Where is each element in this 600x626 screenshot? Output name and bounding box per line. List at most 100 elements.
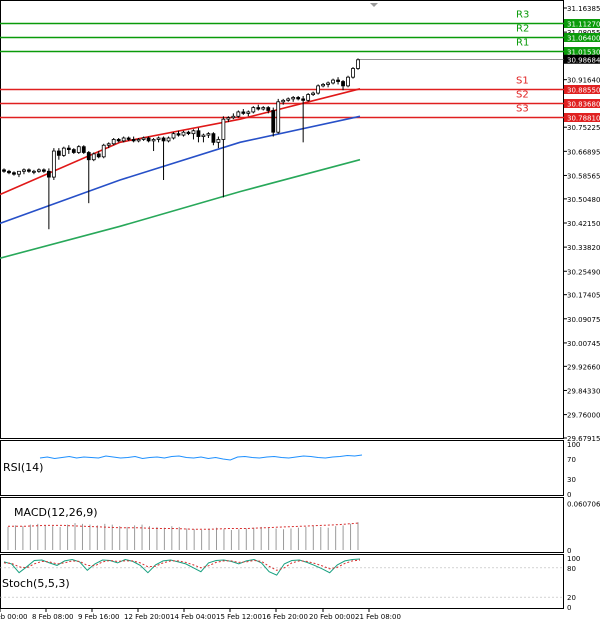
candle-body — [166, 137, 171, 142]
candle-body — [116, 139, 121, 142]
macd-plot — [7, 522, 359, 550]
current-price-tag — [564, 54, 600, 64]
level-value-r3: 31.11270 — [567, 21, 600, 29]
candle-body — [241, 111, 246, 114]
level-name-s2: S2 — [516, 90, 529, 101]
level-name-s3: S3 — [516, 104, 529, 115]
candle-body — [86, 152, 91, 161]
stoch-y-axis: 100 80 20 0 — [567, 555, 580, 612]
moving-average-line — [0, 158, 361, 259]
candle-body — [156, 137, 161, 140]
candle-body — [76, 146, 81, 153]
y-tick-label: 29.76000 — [567, 412, 600, 420]
macd-title: MACD(12,26,9) — [14, 506, 98, 519]
stoch-main-line — [3, 558, 361, 576]
candle-body — [226, 117, 231, 120]
x-tick-label: 21 Feb 08:00 — [355, 613, 401, 621]
rsi-line-path — [39, 454, 363, 461]
rsi-y-axis: 100 70 30 0 — [567, 441, 580, 499]
x-tick-label: 9 Feb 16:00 — [78, 613, 119, 621]
candle-body — [61, 147, 66, 156]
moving-averages — [0, 88, 361, 259]
candle-body — [121, 137, 126, 142]
candle-body — [346, 76, 350, 87]
level-value-r1: 31.01530 — [567, 49, 600, 57]
level-tag-r1 — [564, 47, 600, 56]
rsi-tick-label: 30 — [567, 476, 576, 484]
candle-body — [211, 133, 216, 143]
scroll-marker — [370, 3, 378, 7]
candle-body — [336, 79, 340, 82]
x-tick-label: 6 Feb 00:00 — [0, 613, 27, 621]
candle-body — [136, 139, 141, 142]
candle-body — [271, 110, 276, 133]
stoch-signal-line — [3, 559, 361, 571]
candle-body — [111, 139, 116, 145]
candle-body — [356, 59, 360, 69]
candle-body — [106, 143, 111, 146]
x-tick-label: 14 Feb 04:00 — [170, 613, 216, 621]
level-name-s1: S1 — [516, 76, 529, 87]
candle-body — [341, 81, 345, 87]
rsi-title: RSI(14) — [3, 461, 43, 474]
level-tag-r2 — [564, 33, 600, 42]
x-tick-label: 15 Feb 12:00 — [216, 613, 262, 621]
candle-body — [2, 169, 6, 172]
x-tick-label: 16 Feb 20:00 — [262, 613, 308, 621]
moving-average-line — [0, 115, 361, 225]
y-tick-label: 30.58565 — [567, 172, 600, 180]
candlesticks — [2, 58, 360, 230]
rsi-tick-label: 0 — [567, 491, 571, 499]
y-tick-label: 29.92660 — [567, 363, 600, 371]
current-price: 30.98684 — [358, 54, 600, 64]
y-tick-label: 31.16385 — [567, 5, 600, 13]
candle-body — [296, 97, 301, 100]
candle-body — [266, 107, 271, 111]
level-name-r1: R1 — [516, 38, 529, 49]
candle-body — [251, 107, 256, 113]
y-tick-label: 29.84330 — [567, 387, 600, 395]
candle-body — [261, 107, 266, 110]
candle-body — [191, 130, 196, 135]
y-tick-label: 30.75225 — [567, 124, 600, 132]
candle-body — [276, 101, 281, 133]
x-axis: 6 Feb 00:00 8 Feb 08:00 9 Feb 16:00 12 Feb … — [0, 609, 401, 621]
y-tick-label: 30.50480 — [567, 196, 600, 204]
candle-body — [236, 111, 241, 117]
candle-body — [246, 111, 251, 114]
candle-body — [306, 94, 311, 101]
stoch-title: Stoch(5,5,3) — [2, 577, 70, 590]
macd-y-axis: 0.060706 0 — [567, 500, 600, 555]
candle-body — [101, 144, 106, 158]
stoch-plot — [0, 558, 564, 598]
level-name-r3: R3 — [516, 10, 529, 21]
candle-body — [316, 85, 321, 94]
candle-body — [141, 137, 146, 140]
candle-body — [71, 149, 76, 153]
current-price-label: 30.98684 — [567, 56, 600, 64]
candle-body — [311, 92, 316, 95]
main-pane-frame — [0, 0, 564, 439]
rsi-tick-label: 100 — [567, 441, 580, 449]
y-tick-label: 30.33820 — [567, 244, 600, 252]
macd-tick-label: 0 — [567, 547, 571, 555]
candle-body — [96, 153, 101, 158]
scroll-marker-icon — [370, 3, 378, 7]
level-tag-r3 — [564, 19, 600, 28]
y-tick-label: 30.25490 — [567, 268, 600, 276]
candle-body — [46, 170, 51, 178]
x-tick-label: 12 Feb 20:00 — [124, 613, 170, 621]
pivot-levels: R3 31.11270 R2 31.06400 R1 31.01530 S1 30.88550… — [0, 10, 600, 123]
stoch-tick-label: 0 — [567, 604, 571, 612]
candle-body — [41, 169, 46, 172]
candle-body — [126, 137, 131, 140]
level-name-r2: R2 — [516, 24, 529, 35]
candle-body — [256, 107, 261, 110]
candle-body — [186, 131, 191, 135]
x-tick-label: 8 Feb 08:00 — [32, 613, 73, 621]
level-tag-s1 — [564, 85, 600, 94]
moving-average-line — [0, 88, 361, 196]
candle-body — [91, 153, 96, 161]
y-tick-label: 30.91640 — [567, 77, 600, 85]
